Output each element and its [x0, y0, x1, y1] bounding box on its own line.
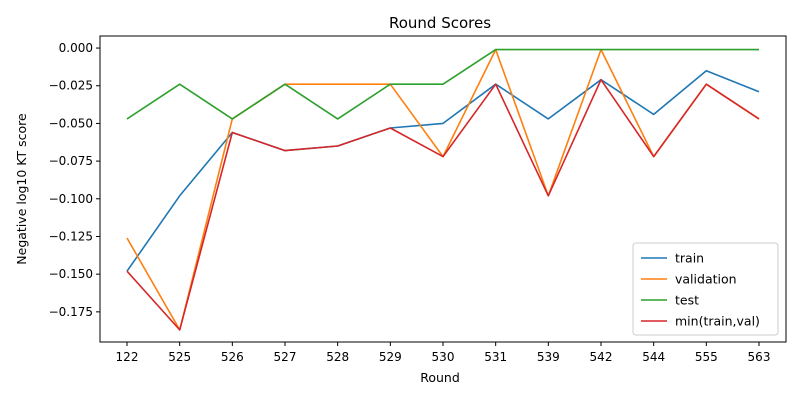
- y-tick-label: −0.025: [49, 79, 93, 93]
- legend-label: train: [675, 251, 704, 266]
- x-axis-title: Round: [420, 370, 460, 385]
- series-line-test: [126, 48, 759, 120]
- x-axis: 122 525 526 527 528 529 530 531 539 542 544 555 563: [116, 342, 771, 364]
- y-axis: 0.000 −0.025 −0.050 −0.075 −0.100 −0.125 −0.15…: [49, 41, 100, 319]
- y-tick-label: −0.050: [49, 116, 93, 130]
- legend-label: test: [675, 293, 699, 308]
- legend-label: validation: [675, 272, 737, 287]
- y-axis-title: Negative log10 KT score: [14, 113, 29, 265]
- x-tick-label: 539: [537, 350, 560, 364]
- x-tick-label: 525: [168, 350, 191, 364]
- series-line-min-train-val-: [126, 78, 760, 331]
- legend-box: [632, 242, 779, 336]
- x-tick-label: 527: [274, 350, 297, 364]
- y-tick-label: −0.175: [49, 305, 93, 319]
- y-tick-label: −0.150: [49, 267, 93, 281]
- x-tick-label: 528: [326, 350, 349, 364]
- legend: train validation test min(train,val): [632, 242, 779, 336]
- x-tick-label: 526: [221, 350, 244, 364]
- y-tick-label: −0.125: [49, 229, 93, 243]
- y-tick-label: −0.100: [49, 192, 93, 206]
- x-tick-label: 542: [590, 350, 613, 364]
- series-lines: [126, 48, 760, 331]
- y-tick-label: 0.000: [59, 41, 93, 55]
- x-tick-label: 531: [484, 350, 507, 364]
- x-tick-label: 563: [748, 350, 771, 364]
- x-tick-label: 530: [432, 350, 455, 364]
- x-tick-label: 529: [379, 350, 402, 364]
- y-tick-label: −0.075: [49, 154, 93, 168]
- x-tick-label: 555: [695, 350, 718, 364]
- legend-label: min(train,val): [675, 314, 760, 329]
- x-tick-label: 544: [642, 350, 665, 364]
- x-tick-label: 122: [116, 350, 139, 364]
- chart-title: Round Scores: [389, 14, 491, 32]
